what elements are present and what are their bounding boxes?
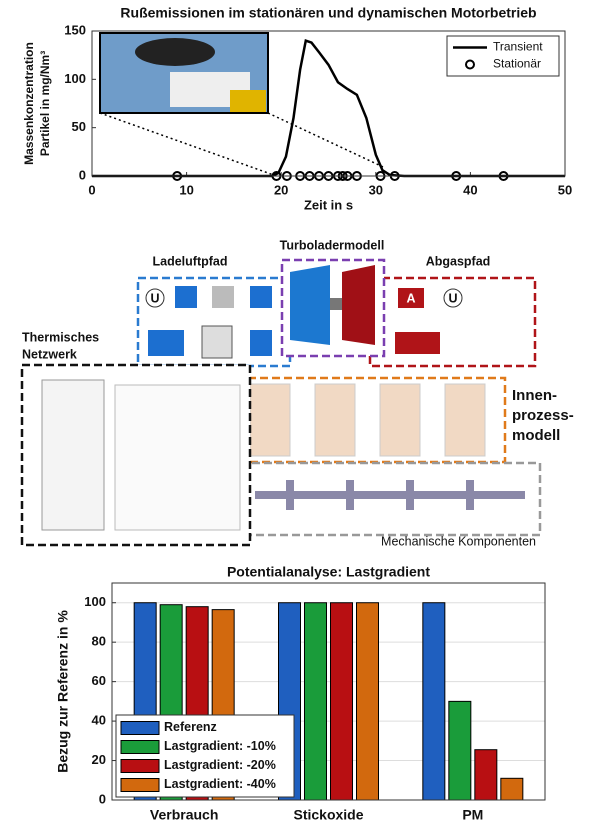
component: [148, 330, 184, 356]
bar: [330, 602, 353, 801]
thermal-elements: [41, 379, 105, 531]
legend-swatch: [120, 740, 160, 754]
y-axis-label: Massenkonzentration: [22, 42, 36, 165]
x-tick-label: PM: [462, 807, 483, 823]
turbine: [342, 265, 375, 345]
chart-title: Rußemissionen im stationären und dynamis…: [120, 5, 536, 21]
legend-swatch: [120, 759, 160, 773]
zoom-line: [99, 112, 277, 177]
component: [201, 325, 233, 359]
line: [92, 39, 565, 178]
legend-swatch: [120, 721, 160, 735]
shaft: [330, 298, 342, 310]
component: [398, 288, 424, 308]
label: Thermisches: [22, 330, 99, 344]
legend-label: Lastgradient: -20%: [164, 758, 276, 772]
y-tick-label: 60: [92, 673, 106, 688]
component: [250, 286, 272, 308]
label: prozess-: [512, 407, 574, 424]
y-tick-label: 80: [92, 634, 106, 649]
x-tick-label: 30: [369, 182, 383, 197]
x-tick-label: Stickoxide: [293, 807, 363, 823]
y-tick-label: 50: [72, 119, 86, 134]
label: Innen-: [512, 387, 557, 404]
y-tick-label: 100: [64, 71, 86, 86]
legend-label: Lastgradient: -40%: [164, 777, 276, 791]
ship-hull: [230, 90, 266, 112]
legend: [446, 35, 560, 77]
symbol-a-label: A: [406, 291, 415, 305]
compressor: [290, 265, 330, 345]
y-tick-label: 0: [79, 167, 86, 182]
cylinders: [249, 383, 486, 457]
bar: [448, 700, 472, 801]
diagram: U A U Ladeluftpfad Turboladermodell Abga…: [20, 238, 574, 548]
component: [175, 286, 197, 308]
symbol-u: [145, 288, 165, 308]
bar: [356, 602, 379, 801]
plot-frame: [111, 582, 546, 801]
x-tick-label: Verbrauch: [150, 807, 218, 823]
symbol-u-label: U: [150, 291, 159, 305]
component: [395, 332, 440, 354]
label: Ladeluftpfad: [153, 254, 228, 268]
smoke: [135, 38, 215, 66]
component: [250, 330, 272, 356]
legend-swatch: [465, 59, 475, 70]
y-tick-label: 100: [84, 594, 106, 609]
label: Netzwerk: [22, 347, 77, 361]
legend-label: Stationär: [493, 57, 541, 71]
label: Mechanische Komponenten: [381, 534, 536, 548]
plot-frame: [91, 30, 566, 177]
legend-label: Lastgradient: -10%: [164, 739, 276, 753]
x-tick-label: 50: [558, 182, 572, 197]
label: Turboladermodell: [280, 238, 385, 252]
symbol-u-label: U: [448, 291, 457, 305]
y-tick-label: 20: [92, 752, 106, 767]
component: [212, 286, 234, 308]
thermal-network: [114, 384, 241, 531]
bar: [500, 777, 524, 801]
bar: [474, 749, 498, 801]
y-tick-label: 0: [99, 791, 106, 806]
legend-swatch: [120, 778, 160, 792]
zoom-line: [267, 112, 386, 169]
x-axis-label: Zeit in s: [304, 197, 353, 212]
y-tick-label: 40: [92, 713, 106, 728]
x-tick-label: 0: [88, 182, 95, 197]
symbol-u: [443, 288, 463, 308]
y-tick-label: 150: [64, 22, 86, 37]
label: modell: [512, 427, 560, 444]
y-axis-label: Partikel in mg/Nm³: [38, 51, 52, 156]
chart-title: Potentialanalyse: Lastgradient: [227, 564, 430, 580]
x-tick-label: 40: [463, 182, 477, 197]
y-axis-label: Bezug zur Referenz in %: [55, 610, 71, 773]
x-tick-label: 10: [179, 182, 193, 197]
legend-label: Referenz: [164, 720, 217, 734]
label: Abgaspfad: [426, 254, 491, 268]
bar: [422, 602, 446, 801]
crankshaft: [255, 480, 525, 510]
x-tick-label: 20: [274, 182, 288, 197]
legend-label: Transient: [493, 40, 543, 54]
bar: [304, 602, 327, 801]
